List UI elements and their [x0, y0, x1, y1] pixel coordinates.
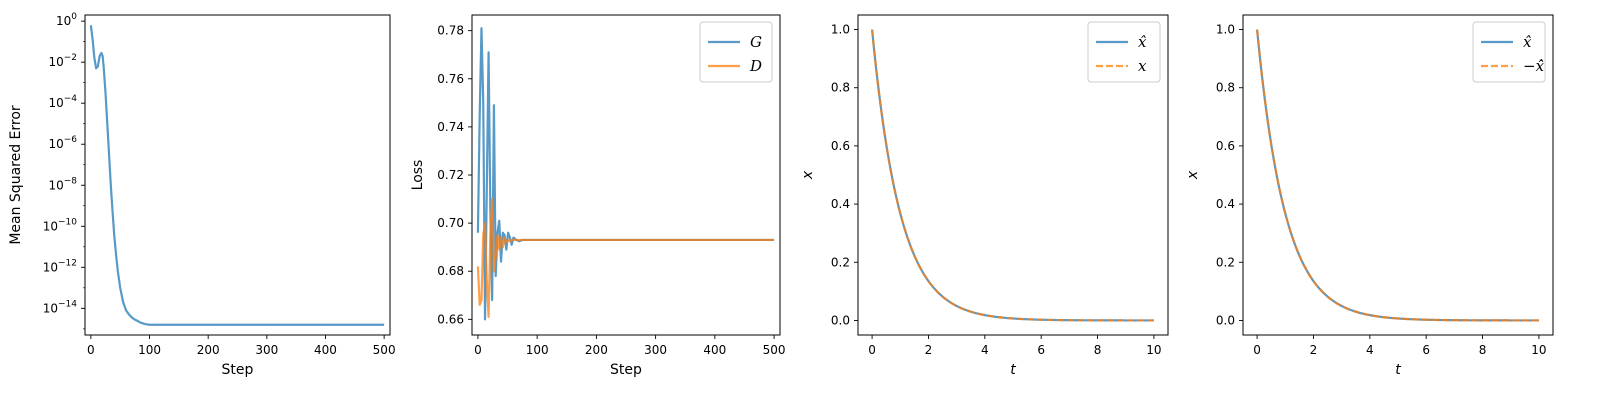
y-tick-label: 1.0: [831, 23, 850, 37]
x-axis-label: Step: [222, 362, 254, 378]
y-tick-label: 10−4: [48, 94, 77, 110]
legend-box: [1087, 21, 1161, 83]
legend-label-1: x̂: [1523, 33, 1532, 51]
x-tick-label: 0: [474, 343, 482, 357]
series-line-2: [1255, 29, 1539, 322]
series-group: [1255, 29, 1539, 322]
chart-4: 0 2 4 6 8 10 0.0 0.2 0.4 0.6 0.8 1.0 x̂ −x̂̇ t x: [1185, 14, 1554, 378]
y-tick-label: 0.2: [1216, 255, 1235, 269]
x-tick-label: 0: [87, 343, 95, 357]
plot-frame: [84, 14, 391, 336]
x-tick-label: 300: [255, 343, 278, 357]
plot-frame: [1242, 14, 1554, 336]
y-tick-label: 0.0: [831, 313, 850, 327]
x-tick-label: 10: [1531, 343, 1546, 357]
x-tick-label: 6: [1037, 343, 1045, 357]
legend-label-2: x: [1138, 57, 1147, 75]
x-tick-label: 200: [197, 343, 220, 357]
y-tick-label: 0.6: [1216, 139, 1235, 153]
y-tick-label: 0.68: [437, 264, 464, 278]
y-tick-label: 0.4: [1216, 197, 1235, 211]
y-tick-label: 0.2: [831, 255, 850, 269]
series-line-1: [89, 25, 385, 326]
x-tick-label: 8: [1479, 343, 1487, 357]
y-tick-label: 0.70: [437, 216, 464, 230]
x-tick-label: 0: [1253, 343, 1261, 357]
series-group: [89, 25, 385, 326]
y-tick-label: 10−8: [48, 176, 77, 192]
x-tick-label: 4: [1366, 343, 1374, 357]
x-tick-label: 2: [925, 343, 933, 357]
x-tick-label: 0: [868, 343, 876, 357]
chart-3: 0 2 4 6 8 10 0.0 0.2 0.4 0.6 0.8 1.0 x̂ x t x: [800, 14, 1169, 378]
x-axis-label: t: [1395, 362, 1401, 378]
plot-frame: [471, 14, 781, 336]
y-tick-label: 0.4: [831, 197, 850, 211]
x-tick-label: 6: [1422, 343, 1430, 357]
x-tick-label: 10: [1146, 343, 1161, 357]
series-line-2: [870, 29, 1154, 322]
legend-label-2: D: [749, 57, 762, 75]
y-tick-label: 10−14: [43, 299, 78, 315]
y-axis-label: Mean Squared Error: [8, 105, 24, 245]
legend-label-1: x̂: [1138, 33, 1147, 51]
x-tick-label: 4: [981, 343, 989, 357]
series-line-2: [476, 197, 775, 319]
y-tick-label: 10−12: [43, 258, 77, 274]
x-tick-label: 500: [373, 343, 396, 357]
y-tick-label: 10−2: [48, 53, 77, 69]
x-tick-label: 400: [703, 343, 726, 357]
y-tick-label: 100: [56, 12, 77, 28]
y-tick-label: 0.76: [437, 72, 464, 86]
chart-1: 0 100 200 300 400 500 100 10−2 10−4 10−6 10−8 10−10…: [8, 12, 396, 378]
x-tick-label: 200: [585, 343, 608, 357]
y-axis-label: Loss: [410, 160, 426, 191]
x-tick-label: 400: [314, 343, 337, 357]
x-tick-label: 100: [526, 343, 549, 357]
y-tick-label: 0.8: [831, 81, 850, 95]
legend-label-2: −x̂̇: [1523, 57, 1545, 75]
plot-frame: [857, 14, 1169, 336]
x-tick-label: 8: [1094, 343, 1102, 357]
series-group: [870, 29, 1154, 322]
y-tick-label: 0.66: [437, 312, 464, 326]
y-tick-label: 0.72: [437, 168, 464, 182]
x-tick-label: 300: [644, 343, 667, 357]
chart-2: 0 100 200 300 400 500 0.66 0.68 0.70 0.72 0.74 0.76…: [410, 14, 786, 378]
y-tick-label: 0.6: [831, 139, 850, 153]
y-tick-label: 10−10: [43, 217, 78, 233]
series-group: [476, 27, 775, 321]
x-tick-label: 100: [138, 343, 161, 357]
y-axis-label: x: [1185, 170, 1201, 180]
y-axis-label: x: [800, 170, 816, 180]
x-tick-label: 2: [1310, 343, 1318, 357]
legend-label-1: G: [750, 33, 762, 51]
y-tick-label: 1.0: [1216, 23, 1235, 37]
y-tick-label: 0.8: [1216, 81, 1235, 95]
y-tick-label: 0.74: [437, 120, 464, 134]
x-tick-label: 500: [763, 343, 786, 357]
y-tick-label: 0.78: [437, 24, 464, 38]
y-tick-label: 0.0: [1216, 313, 1235, 327]
x-axis-label: Step: [610, 362, 642, 378]
y-tick-label: 10−6: [48, 135, 77, 151]
x-axis-label: t: [1010, 362, 1016, 378]
